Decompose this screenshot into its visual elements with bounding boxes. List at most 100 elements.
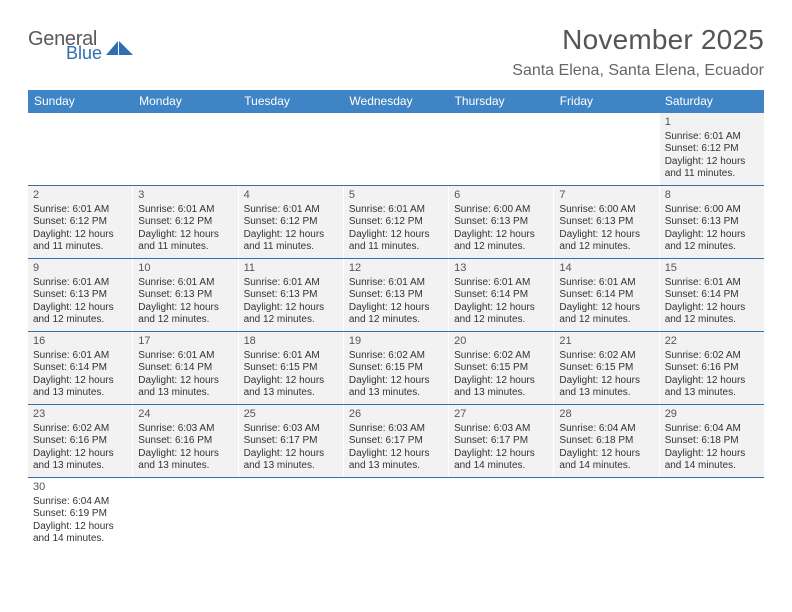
- day-number: 15: [665, 262, 760, 276]
- day-number: 5: [349, 189, 444, 203]
- daylight-text: Daylight: 12 hours and 13 minutes.: [559, 375, 654, 400]
- daylight-text: Daylight: 12 hours and 13 minutes.: [138, 375, 233, 400]
- sunset-text: Sunset: 6:19 PM: [33, 508, 128, 521]
- sunrise-text: Sunrise: 6:01 AM: [33, 350, 128, 363]
- sunrise-text: Sunrise: 6:04 AM: [33, 496, 128, 509]
- sunset-text: Sunset: 6:18 PM: [665, 435, 760, 448]
- day-number: 17: [138, 335, 233, 349]
- sunset-text: Sunset: 6:16 PM: [33, 435, 128, 448]
- sunrise-text: Sunrise: 6:01 AM: [138, 350, 233, 363]
- daylight-text: Daylight: 12 hours and 11 minutes.: [33, 229, 128, 254]
- calendar-cell-empty: [239, 478, 344, 550]
- sunrise-text: Sunrise: 6:01 AM: [559, 277, 654, 290]
- daylight-text: Daylight: 12 hours and 11 minutes.: [349, 229, 444, 254]
- day-number: 10: [138, 262, 233, 276]
- day-number: 24: [138, 408, 233, 422]
- sunrise-text: Sunrise: 6:04 AM: [665, 423, 760, 436]
- day-number: 8: [665, 189, 760, 203]
- calendar-cell: 18Sunrise: 6:01 AMSunset: 6:15 PMDayligh…: [239, 332, 344, 404]
- calendar-cell-empty: [344, 113, 449, 185]
- sunset-text: Sunset: 6:15 PM: [349, 362, 444, 375]
- daylight-text: Daylight: 12 hours and 13 minutes.: [33, 375, 128, 400]
- sunset-text: Sunset: 6:16 PM: [138, 435, 233, 448]
- sunset-text: Sunset: 6:17 PM: [349, 435, 444, 448]
- sunset-text: Sunset: 6:12 PM: [33, 216, 128, 229]
- sunset-text: Sunset: 6:15 PM: [454, 362, 549, 375]
- sunrise-text: Sunrise: 6:03 AM: [349, 423, 444, 436]
- sunrise-text: Sunrise: 6:01 AM: [349, 277, 444, 290]
- sunset-text: Sunset: 6:13 PM: [665, 216, 760, 229]
- sunset-text: Sunset: 6:13 PM: [138, 289, 233, 302]
- sunrise-text: Sunrise: 6:02 AM: [559, 350, 654, 363]
- calendar-cell: 3Sunrise: 6:01 AMSunset: 6:12 PMDaylight…: [133, 186, 238, 258]
- calendar-week: 30Sunrise: 6:04 AMSunset: 6:19 PMDayligh…: [28, 478, 764, 550]
- dow-sunday: Sunday: [28, 90, 133, 113]
- sunset-text: Sunset: 6:16 PM: [665, 362, 760, 375]
- calendar-cell: 14Sunrise: 6:01 AMSunset: 6:14 PMDayligh…: [554, 259, 659, 331]
- daylight-text: Daylight: 12 hours and 13 minutes.: [454, 375, 549, 400]
- sunrise-text: Sunrise: 6:01 AM: [454, 277, 549, 290]
- day-number: 1: [665, 116, 760, 130]
- sunset-text: Sunset: 6:17 PM: [454, 435, 549, 448]
- calendar-cell: 8Sunrise: 6:00 AMSunset: 6:13 PMDaylight…: [660, 186, 764, 258]
- calendar-cell: 27Sunrise: 6:03 AMSunset: 6:17 PMDayligh…: [449, 405, 554, 477]
- daylight-text: Daylight: 12 hours and 14 minutes.: [33, 521, 128, 546]
- daylight-text: Daylight: 12 hours and 13 minutes.: [665, 375, 760, 400]
- day-number: 2: [33, 189, 128, 203]
- sunset-text: Sunset: 6:18 PM: [559, 435, 654, 448]
- sunset-text: Sunset: 6:13 PM: [349, 289, 444, 302]
- calendar-cell: 29Sunrise: 6:04 AMSunset: 6:18 PMDayligh…: [660, 405, 764, 477]
- day-number: 4: [244, 189, 339, 203]
- calendar-cell: 26Sunrise: 6:03 AMSunset: 6:17 PMDayligh…: [344, 405, 449, 477]
- sunrise-text: Sunrise: 6:01 AM: [665, 131, 760, 144]
- calendar-cell-empty: [133, 478, 238, 550]
- day-number: 9: [33, 262, 128, 276]
- calendar-week: 16Sunrise: 6:01 AMSunset: 6:14 PMDayligh…: [28, 332, 764, 405]
- daylight-text: Daylight: 12 hours and 14 minutes.: [454, 448, 549, 473]
- sunrise-text: Sunrise: 6:02 AM: [454, 350, 549, 363]
- calendar-cell: 16Sunrise: 6:01 AMSunset: 6:14 PMDayligh…: [28, 332, 133, 404]
- daylight-text: Daylight: 12 hours and 12 minutes.: [349, 302, 444, 327]
- daylight-text: Daylight: 12 hours and 13 minutes.: [138, 448, 233, 473]
- sunrise-text: Sunrise: 6:03 AM: [138, 423, 233, 436]
- sunrise-text: Sunrise: 6:02 AM: [349, 350, 444, 363]
- daylight-text: Daylight: 12 hours and 14 minutes.: [665, 448, 760, 473]
- sunrise-text: Sunrise: 6:01 AM: [138, 204, 233, 217]
- day-number: 27: [454, 408, 549, 422]
- daylight-text: Daylight: 12 hours and 12 minutes.: [559, 302, 654, 327]
- daylight-text: Daylight: 12 hours and 12 minutes.: [244, 302, 339, 327]
- day-number: 11: [244, 262, 339, 276]
- day-number: 6: [454, 189, 549, 203]
- location-subtitle: Santa Elena, Santa Elena, Ecuador: [512, 62, 764, 80]
- daylight-text: Daylight: 12 hours and 12 minutes.: [33, 302, 128, 327]
- calendar-week: 9Sunrise: 6:01 AMSunset: 6:13 PMDaylight…: [28, 259, 764, 332]
- sunrise-text: Sunrise: 6:01 AM: [665, 277, 760, 290]
- calendar-cell-empty: [449, 113, 554, 185]
- daylight-text: Daylight: 12 hours and 12 minutes.: [454, 302, 549, 327]
- sunrise-text: Sunrise: 6:00 AM: [665, 204, 760, 217]
- dow-wednesday: Wednesday: [343, 90, 448, 113]
- day-number: 20: [454, 335, 549, 349]
- daylight-text: Daylight: 12 hours and 11 minutes.: [244, 229, 339, 254]
- day-number: 19: [349, 335, 444, 349]
- daylight-text: Daylight: 12 hours and 13 minutes.: [349, 375, 444, 400]
- calendar-grid: Sunday Monday Tuesday Wednesday Thursday…: [28, 90, 764, 550]
- daylight-text: Daylight: 12 hours and 14 minutes.: [559, 448, 654, 473]
- dow-thursday: Thursday: [449, 90, 554, 113]
- calendar-cell-empty: [28, 113, 133, 185]
- sunrise-text: Sunrise: 6:03 AM: [454, 423, 549, 436]
- calendar-cell: 25Sunrise: 6:03 AMSunset: 6:17 PMDayligh…: [239, 405, 344, 477]
- sunset-text: Sunset: 6:17 PM: [244, 435, 339, 448]
- daylight-text: Daylight: 12 hours and 11 minutes.: [138, 229, 233, 254]
- sunset-text: Sunset: 6:15 PM: [559, 362, 654, 375]
- sunrise-text: Sunrise: 6:01 AM: [244, 350, 339, 363]
- day-number: 29: [665, 408, 760, 422]
- daylight-text: Daylight: 12 hours and 12 minutes.: [665, 302, 760, 327]
- sunrise-text: Sunrise: 6:01 AM: [244, 277, 339, 290]
- sunrise-text: Sunrise: 6:03 AM: [244, 423, 339, 436]
- calendar-cell: 2Sunrise: 6:01 AMSunset: 6:12 PMDaylight…: [28, 186, 133, 258]
- calendar-cell: 5Sunrise: 6:01 AMSunset: 6:12 PMDaylight…: [344, 186, 449, 258]
- day-number: 7: [559, 189, 654, 203]
- calendar-cell: 7Sunrise: 6:00 AMSunset: 6:13 PMDaylight…: [554, 186, 659, 258]
- day-number: 22: [665, 335, 760, 349]
